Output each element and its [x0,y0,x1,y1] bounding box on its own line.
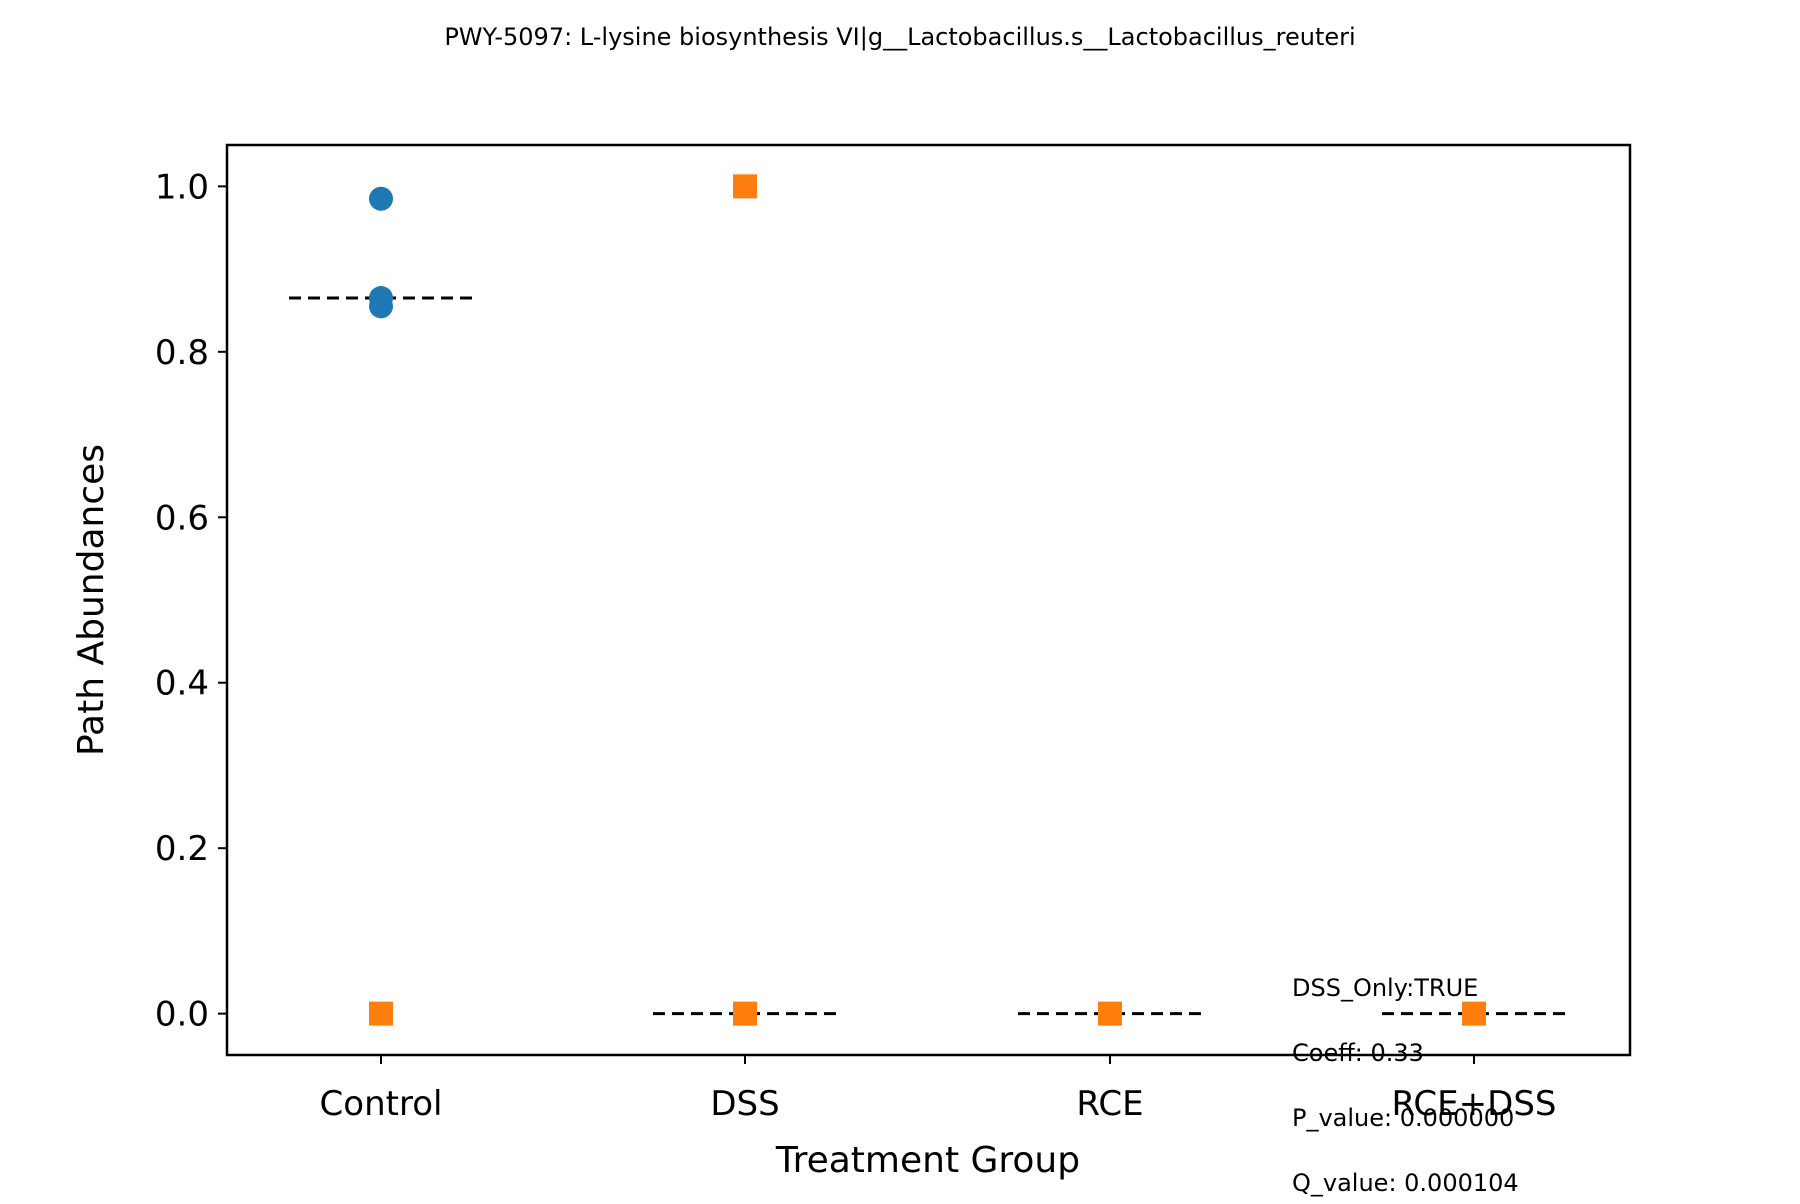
chart-title: PWY-5097: L-lysine biosynthesis VI|g__La… [444,23,1355,51]
y-tick-label: 0.2 [155,829,209,869]
x-axis-label: Treatment Group [775,1140,1080,1181]
median-lines [289,296,1566,1016]
y-tick-label: 0.4 [155,664,209,704]
data-point-circle [369,294,393,319]
y-tick-label: 0.0 [155,995,209,1035]
y-tick-label: 1.0 [155,167,209,207]
data-point-square [1098,1001,1122,1026]
stats-annotation: DSS_Only:TRUE [1292,974,1478,1002]
y-tick-label: 0.6 [155,498,209,538]
data-point-square [1462,1001,1486,1026]
stats-annotation: P_value: 0.000000 [1292,1104,1514,1132]
axes: 0.0 0.2 0.4 0.6 0.8 1.0 Control DSS RCE RCE+DSS [155,167,1557,1124]
x-tick-label: Control [320,1084,443,1124]
data-point-square [733,1001,757,1026]
stats-annotation: Coeff: 0.33 [1292,1039,1424,1067]
y-axis-label: Path Abundances [71,444,112,756]
data-points [369,174,1486,1026]
x-tick-label: RCE [1076,1084,1143,1124]
plot-frame [225,143,1632,1057]
x-tick-label: DSS [710,1084,779,1124]
data-point-square [733,174,757,199]
data-point-square [369,1001,393,1026]
stats-annotations: DSS_Only:TRUE Coeff: 0.33 P_value: 0.00000… [1292,974,1519,1197]
x-tick-label: RCE+DSS [1392,1084,1557,1124]
y-tick-label: 0.8 [155,333,209,373]
data-point-circle [369,186,393,211]
stats-annotation: Q_value: 0.000104 [1292,1169,1519,1197]
